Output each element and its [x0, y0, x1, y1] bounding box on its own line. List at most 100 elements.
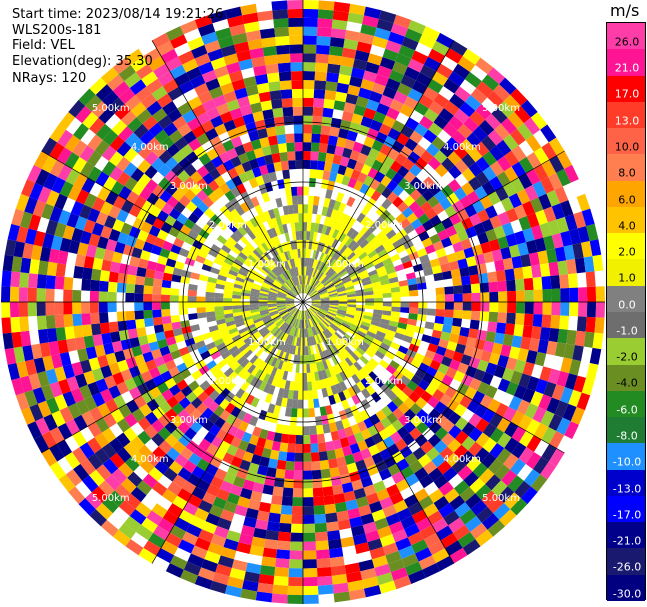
velocity-gate: [511, 442, 527, 459]
velocity-gate: [428, 408, 442, 421]
velocity-gate: [280, 89, 293, 99]
velocity-gate: [254, 320, 264, 327]
velocity-gate: [232, 290, 242, 296]
velocity-gate: [409, 130, 424, 144]
velocity-gate: [289, 307, 297, 314]
velocity-gate: [81, 177, 96, 194]
velocity-gate: [532, 276, 543, 290]
velocity-gate: [364, 155, 376, 168]
velocity-gate: [261, 329, 270, 338]
velocity-gate: [547, 368, 561, 385]
velocity-gate: [300, 319, 303, 329]
velocity-gate: [153, 63, 170, 79]
velocity-gate: [406, 380, 418, 392]
velocity-gate: [433, 93, 450, 108]
velocity-gate: [230, 456, 243, 468]
velocity-gate: [333, 591, 351, 603]
velocity-gate: [128, 204, 142, 218]
velocity-gate: [252, 357, 262, 367]
velocity-gate: [435, 247, 447, 259]
velocity-gate: [258, 222, 267, 233]
velocity-gate: [247, 230, 257, 240]
velocity-gate: [338, 326, 348, 334]
velocity-gate: [230, 136, 243, 148]
velocity-gate: [483, 340, 495, 353]
velocity-gate: [43, 172, 58, 191]
velocity-gate: [303, 337, 306, 347]
velocity-gate: [280, 160, 290, 171]
velocity-gate: [169, 288, 180, 296]
velocity-gate: [325, 81, 338, 92]
velocity-gate: [303, 284, 305, 294]
velocity-gate: [242, 580, 259, 592]
velocity-gate: [243, 260, 253, 269]
velocity-gate: [239, 487, 253, 500]
velocity-gate: [205, 512, 221, 526]
colorbar-swatch: [607, 364, 645, 392]
velocity-gate: [19, 375, 33, 393]
velocity-gate: [329, 324, 338, 332]
velocity-gate: [101, 161, 117, 177]
velocity-gate: [201, 184, 214, 197]
velocity-gate: [346, 251, 356, 261]
velocity-gate: [310, 222, 316, 232]
velocity-gate: [318, 322, 326, 331]
velocity-gate: [169, 34, 188, 49]
velocity-gate: [291, 258, 296, 268]
velocity-gate: [491, 107, 508, 124]
velocity-gate: [346, 290, 356, 296]
velocity-gate: [285, 303, 295, 306]
velocity-gate: [373, 293, 383, 299]
velocity-gate: [283, 251, 290, 261]
velocity-gate: [496, 322, 507, 334]
velocity-gate: [75, 399, 90, 415]
velocity-gate: [97, 186, 111, 202]
velocity-gate: [338, 361, 347, 372]
velocity-gate: [309, 168, 317, 179]
velocity-gate: [235, 215, 246, 227]
velocity-gate: [426, 308, 437, 316]
velocity-gate: [429, 233, 441, 245]
velocity-gate: [551, 288, 561, 302]
velocity-gate: [335, 230, 343, 241]
velocity-gate: [338, 302, 348, 305]
velocity-gate: [327, 217, 335, 228]
velocity-gate: [148, 341, 160, 352]
velocity-gate: [457, 123, 473, 139]
velocity-gate: [162, 240, 174, 252]
velocity-gate: [79, 442, 95, 459]
velocity-gate: [303, 532, 316, 542]
velocity-gate: [409, 176, 423, 189]
velocity-gate: [330, 335, 339, 344]
velocity-gate: [435, 308, 445, 317]
velocity-gate: [470, 310, 481, 321]
velocity-gate: [303, 390, 309, 400]
velocity-gate: [577, 287, 588, 302]
velocity-gate: [519, 156, 534, 174]
velocity-gate: [322, 264, 330, 274]
velocity-gate: [311, 278, 317, 287]
velocity-gate: [319, 293, 329, 298]
velocity-gate: [390, 385, 403, 397]
velocity-gate: [227, 464, 240, 477]
velocity-gate: [485, 205, 498, 219]
velocity-gate: [301, 284, 303, 294]
velocity-gate: [158, 150, 173, 164]
velocity-gate: [136, 382, 150, 396]
velocity-gate: [468, 441, 483, 457]
velocity-gate: [540, 410, 555, 428]
velocity-gate: [102, 129, 119, 146]
velocity-gate: [190, 420, 203, 434]
velocity-gate: [291, 336, 296, 346]
velocity-gate: [402, 158, 415, 171]
velocity-gate: [143, 276, 154, 287]
velocity-gate: [373, 305, 383, 311]
velocity-gate: [213, 65, 229, 79]
velocity-gate: [342, 277, 352, 284]
velocity-gate: [177, 169, 191, 183]
velocity-gate: [275, 197, 283, 208]
velocity-gate: [394, 438, 408, 451]
colorbar-label: 26.0: [614, 35, 640, 49]
velocity-gate: [508, 346, 521, 360]
velocity-gate: [299, 284, 302, 294]
